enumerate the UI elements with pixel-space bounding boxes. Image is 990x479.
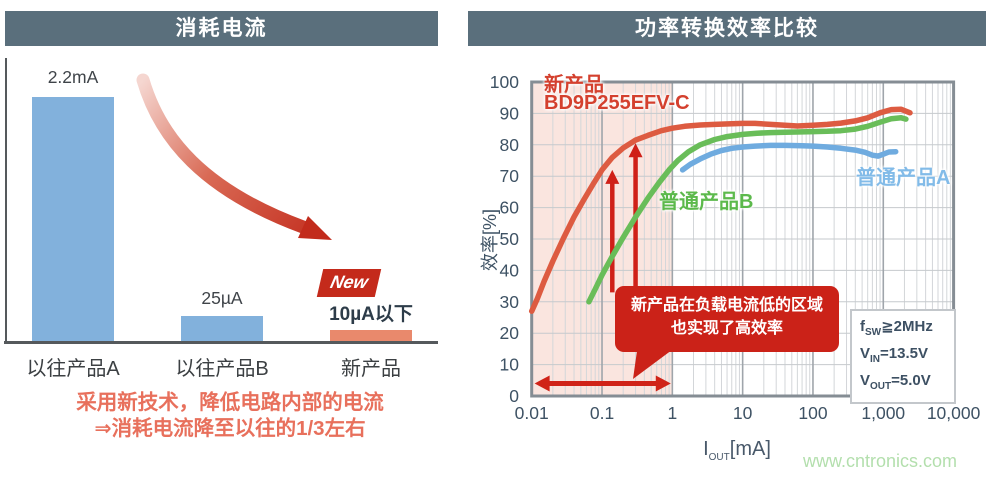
y-axis-tick-label: 10 [500,355,520,375]
x-axis-tick-label: 0.01 [515,403,549,423]
x-axis-tick-label: 1,000 [861,403,905,423]
callout-bubble: 新产品在负载电流低的区域 也实现了高效率 [615,286,839,352]
condition-vout-sub: OUT [870,381,892,392]
condition-vout-pre: V [860,372,871,389]
series-curve [528,106,913,314]
range-arrow-head-right [655,375,671,392]
x-axis-title-pre: I [703,438,709,460]
left-chart-y-axis-line [5,58,7,344]
x-axis-title-sub: OUT [708,452,730,463]
up-arrow-head [605,169,620,184]
new-badge: New [316,269,382,297]
left-chart-x-axis-line [4,341,438,344]
category-label-previous-a: 以往产品A [26,358,120,380]
decrease-arrow-head [298,216,332,240]
callout-line1: 新产品在负载电流低的区域 [630,297,823,314]
y-axis-tick-label: 100 [490,72,519,92]
y-axis-tick-label: 40 [500,260,520,280]
y-axis-tick-label: 0 [509,386,519,406]
condition-fsw-post: ≧2MHz [881,318,933,335]
condition-vin-sub: IN [870,354,881,365]
bar-value-label-b: 25µA [201,288,243,308]
bar-value-label-new: 10µA以下 [329,304,413,325]
plot-border [530,80,956,398]
series-label-new-product: 新产品 [544,74,604,96]
conditions-box: fSW≧2MHz VIN=13.5V VOUT=5.0V [850,309,956,404]
y-axis-title: 效率[%] [480,209,500,272]
y-axis-tick-label: 70 [500,166,520,186]
up-arrow-head [628,143,643,158]
condition-vout-post: =5.0V [891,372,931,389]
condition-fsw: fSW≧2MHz [860,316,952,343]
y-axis-tick-label: 50 [500,229,520,249]
condition-vin: VIN=13.5V [860,343,952,370]
left-panel-title: 消耗电流 [5,11,438,46]
category-label-new: 新产品 [341,358,401,380]
y-axis-tick-label: 80 [500,135,520,155]
bar-new-product [330,330,412,341]
left-footnote-line2: ⇒消耗电流降至以往的1/3左右 [94,417,366,440]
y-axis-tick-label: 90 [500,103,520,123]
y-axis-tick-label: 30 [500,292,520,312]
series-curve [586,115,909,305]
y-axis-tick-label: 20 [500,323,520,343]
x-axis-title-post: [mA] [729,438,771,460]
condition-vin-pre: V [860,345,871,362]
series-label-product-b: 普通产品B [659,191,754,213]
condition-vin-post: =13.5V [880,345,928,362]
bar-previous-product-b [181,316,263,341]
right-panel-title: 功率转换效率比较 [468,11,986,46]
callout-line2: 也实现了高效率 [670,320,783,337]
x-axis-tick-label: 10,000 [927,403,981,423]
x-axis-tick-label: 10 [733,403,753,423]
x-axis-tick-label: 0.1 [590,403,614,423]
x-axis-tick-label: 100 [798,403,827,423]
callout-tail [633,344,680,379]
left-footnote: 采用新技术，降低电路内部的电流 ⇒消耗电流降至以往的1/3左右 [0,390,460,442]
x-axis-tick-label: 1 [667,403,677,423]
condition-vout: VOUT=5.0V [860,370,952,397]
bar-value-label-a: 2.2mA [47,67,99,87]
range-arrow-head-left [534,375,550,392]
watermark: www.cntronics.com [803,451,958,471]
x-axis-title: IOUT[mA] [667,438,807,463]
y-axis-tick-label: 60 [500,198,520,218]
series-curve [679,142,899,173]
condition-fsw-pre: f [860,318,865,335]
series-label-new-part-number: BD9P255EFV-C [544,92,690,114]
condition-fsw-sub: SW [865,327,882,338]
series-label-product-a: 普通产品A [856,167,951,189]
bar-previous-product-a [32,97,114,341]
category-label-previous-b: 以往产品B [175,358,269,380]
decrease-arrow [136,73,310,234]
left-footnote-line1: 采用新技术，降低电路内部的电流 [76,391,384,414]
